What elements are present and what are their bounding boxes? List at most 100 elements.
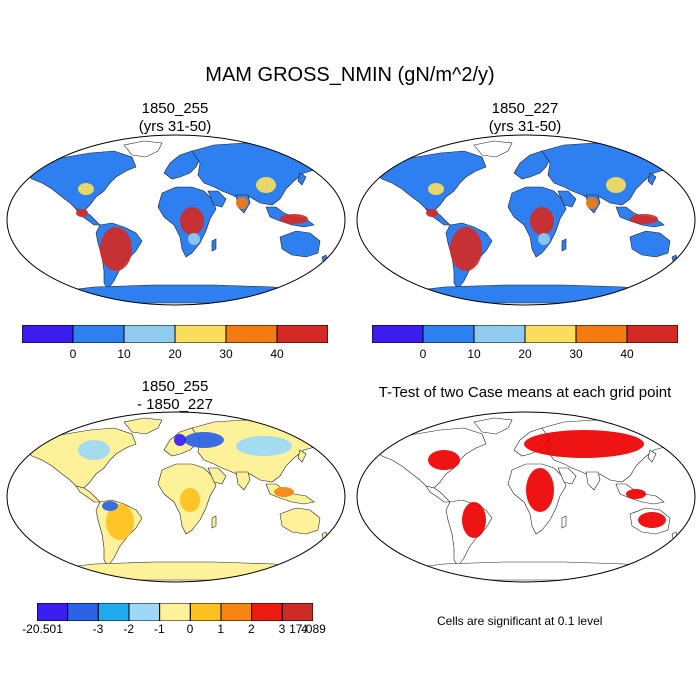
colorbar-swatch [67,603,99,621]
patch-seasia [274,487,294,497]
land-namerica [23,427,137,489]
panel-3-title-line2: - 1850_227 [137,396,213,413]
land-madagascar [211,515,217,529]
colorbar-tick-label: 20 [168,347,182,361]
colorbar-swatch [189,603,222,621]
patch-mexico [426,209,438,217]
patch-australia-sig [638,512,666,528]
map-panel-1 [6,134,346,306]
patch-nsamerica [102,501,118,511]
colorbar-tick-label: 10 [117,347,131,361]
land-arabia [557,467,577,485]
land-japan [647,449,657,463]
land-arabia [557,190,577,208]
colorbar-tick-label: 20 [518,347,532,361]
colorbar-tick-label: -3 [92,622,104,636]
land-arabia [207,190,227,208]
colorbar-swatch [159,603,191,621]
land-australia [279,507,321,535]
colorbar-swatch [281,603,313,621]
patch-china [256,177,276,193]
land-greenland [473,140,513,158]
land-europe [163,150,201,180]
colorbar-swatch [626,325,678,343]
colorbar-swatch [473,325,526,343]
patch-congo [530,207,554,235]
panel-3-title: 1850_255 - 1850_227 [60,378,290,414]
figure-title: MAM GROSS_NMIN (gN/m^2/y) [205,64,495,86]
colorbar-swatch [220,603,253,621]
patch-samerica-sig [462,502,486,538]
patch-amazon [106,504,134,540]
patch-india [236,197,248,209]
colorbar-tick-label: 2 [248,622,255,636]
land-namerica [23,150,137,212]
colorbar-panel-3-labels: -20.501 -3 -2 -1 0 1 2 3 4 17.089 [22,622,326,638]
colorbar-tick-label: 0 [69,347,77,361]
colorbar-swatch [97,603,130,621]
colorbar-swatch [276,325,328,343]
patch-scandinavia [174,434,186,446]
colorbar-tick-label: 10 [467,347,481,361]
colorbar-swatch [123,325,176,343]
land-japan [297,449,307,463]
land-india [585,471,601,491]
panel-3-title-line1: 1850_255 [141,378,209,395]
colorbar-swatch [422,325,475,343]
colorbar-swatch [174,325,227,343]
map-panel-3 [6,411,346,583]
colorbar-tick-label: 40 [620,347,634,361]
colorbar-tick-label: 40 [270,347,284,361]
patch-siberia [236,436,292,456]
land-greenland [123,417,163,435]
panel-2-title-line2: (yrs 31-50) [488,118,562,135]
patch-eurasia-sig [524,430,644,458]
colorbar-tick-label: 0 [419,347,427,361]
land-india [235,471,251,491]
colorbar-panel-3 [37,603,313,621]
map-panel-2 [356,134,696,306]
colorbar-swatch [225,325,278,343]
colorbar-tick-label: 17.089 [289,622,326,636]
colorbar-swatch [22,325,74,343]
land-japan [647,172,657,186]
panel-2-title-line1: 1850_227 [491,100,559,117]
colorbar-swatch [251,603,283,621]
patch-seasia [630,214,658,224]
land-greenland [123,140,163,158]
colorbar-swatch [128,603,161,621]
colorbar-tick-label: -20.501 [22,622,63,636]
colorbar-panel-1-labels: 0 10 20 30 40 [22,347,328,363]
colorbar-tick-label: -2 [123,622,135,636]
land-namerica [373,150,487,212]
colorbar-swatch [575,325,628,343]
patch-congo [180,488,200,512]
colorbar-tick-label: 4 [301,622,308,636]
panel-1-title-line2: (yrs 31-50) [138,118,212,135]
patch-mexico [76,209,88,217]
map-panel-4 [356,411,696,583]
colorbar-tick-label: 3 [278,622,286,636]
patch-seasia-sig [626,489,646,499]
land-australia [279,230,321,258]
panel-2-title: 1850_227 (yrs 31-50) [410,100,640,136]
patch-amazon [450,227,482,271]
colorbar-swatch [72,325,125,343]
significance-note: Cells are significant at 0.1 level [437,614,603,628]
patch-southafrica [188,233,200,245]
panel-4-title-line1: T-Test of two Case means at each grid po… [378,384,672,401]
patch-namerica-sig [428,450,460,470]
patch-us-east [78,183,94,195]
colorbar-swatch [37,603,69,621]
colorbar-swatch [372,325,424,343]
colorbar-swatch [524,325,577,343]
land-madagascar [561,238,567,252]
patch-canada [78,440,110,460]
patch-seasia [280,214,308,224]
colorbar-panel-2-labels: 0 10 20 30 40 [372,347,678,363]
colorbar-tick-label: -1 [154,622,165,636]
land-greenland [473,417,513,435]
land-europe [513,150,551,180]
patch-southafrica [538,233,550,245]
land-australia [629,230,671,258]
